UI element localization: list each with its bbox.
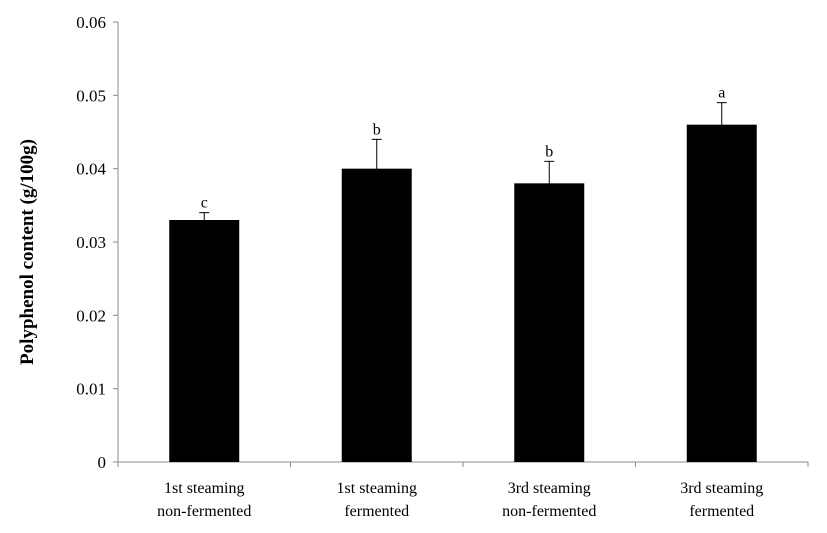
bar: [686, 124, 757, 463]
y-axis-title-group: Polyphenol content (g/100g): [17, 139, 38, 365]
y-tick-label: 0.06: [76, 13, 106, 32]
y-tick-label: 0: [98, 453, 107, 472]
y-tick-label: 0.02: [76, 306, 106, 325]
error-bars: [199, 102, 727, 228]
y-tick-label: 0.01: [76, 380, 106, 399]
y-ticks: 0 0.01 0.02 0.03 0.04 0.05 0.06: [76, 13, 118, 472]
y-tick-label: 0.04: [76, 160, 106, 179]
category-labels: 1st steaming non-fermented 1st steaming fer…: [157, 480, 763, 520]
significance-letters: c b b a: [201, 85, 726, 212]
bars: [169, 124, 757, 463]
y-tick-label: 0.03: [76, 233, 106, 252]
y-tick-label: 0.05: [76, 86, 106, 105]
significance-letter: c: [201, 195, 208, 212]
x-tick-label: 1st steaming fermented: [337, 480, 417, 520]
significance-letter: b: [545, 143, 553, 160]
bar: [169, 220, 240, 462]
bar: [341, 168, 412, 462]
bar: [514, 183, 585, 463]
significance-letter: a: [718, 85, 725, 102]
x-tick-label: 3rd steaming non-fermented: [502, 480, 596, 520]
significance-letter: b: [373, 121, 381, 138]
x-tick-label: 3rd steaming fermented: [680, 480, 763, 520]
y-axis-title: Polyphenol content (g/100g): [17, 139, 38, 365]
x-tick-label: 1st steaming non-fermented: [157, 480, 251, 520]
